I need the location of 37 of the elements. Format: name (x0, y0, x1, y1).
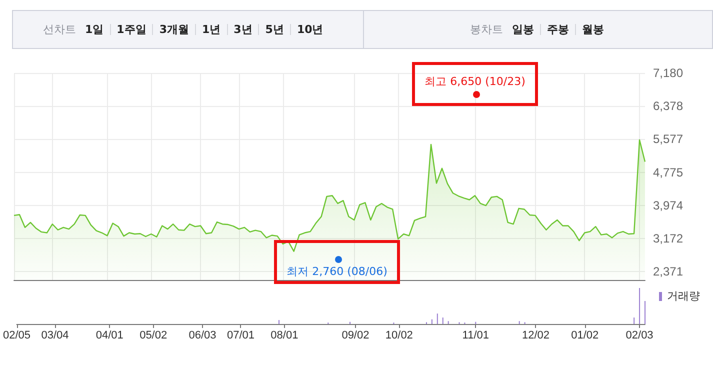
y-tick-label: 3,172 (653, 231, 684, 246)
text: 1일 (85, 23, 105, 36)
y-tick-label: 3,974 (653, 198, 684, 212)
text: 3년 (226, 23, 258, 36)
y-tick-label: 4,775 (653, 165, 684, 180)
text: 5년 (258, 23, 290, 36)
x-tick-label: 11/01 (462, 330, 490, 342)
callout-box: 최고 6,650 (10/23) (412, 62, 538, 106)
x-tick-label: 05/02 (140, 330, 168, 342)
text: 일봉 (512, 23, 535, 36)
x-tick-label: 06/03 (188, 330, 216, 342)
y-tick-label: 7,180 (653, 66, 684, 80)
x-tick-label: 07/01 (226, 330, 255, 342)
x-tick-label: 04/01 (96, 330, 124, 342)
annotation: 최저 2,760 (08/06) (286, 264, 388, 279)
text: 봉차트 (470, 22, 503, 37)
x-tick-label: 02/03 (626, 330, 654, 342)
x-tick-label: 08/01 (270, 330, 298, 342)
text: 선차트 (43, 22, 76, 37)
x-tick-label: 03/04 (41, 330, 69, 342)
text: 1주일 (110, 23, 152, 36)
y-tick-label: 6,378 (653, 99, 684, 114)
x-tick-label: 09/02 (342, 330, 370, 342)
text: 3개월 (152, 23, 195, 36)
text: 월봉 (575, 23, 610, 36)
x-tick-label: 12/02 (522, 330, 550, 342)
x-tick-label: 02/05 (3, 330, 31, 342)
annotation: 최고 6,650 (10/23) (424, 74, 526, 89)
x-tick-label: 10/02 (385, 330, 413, 342)
text: 주봉 (540, 23, 575, 36)
callout-box: 최저 2,760 (08/06) (274, 240, 400, 284)
y-tick-label: 5,577 (653, 132, 684, 146)
text: 1년 (194, 23, 227, 36)
legend-label: 거래량 (667, 290, 700, 302)
x-tick-label: 01/02 (571, 330, 599, 342)
text: 10년 (290, 23, 330, 36)
y-tick-label: 2,371 (653, 264, 684, 279)
